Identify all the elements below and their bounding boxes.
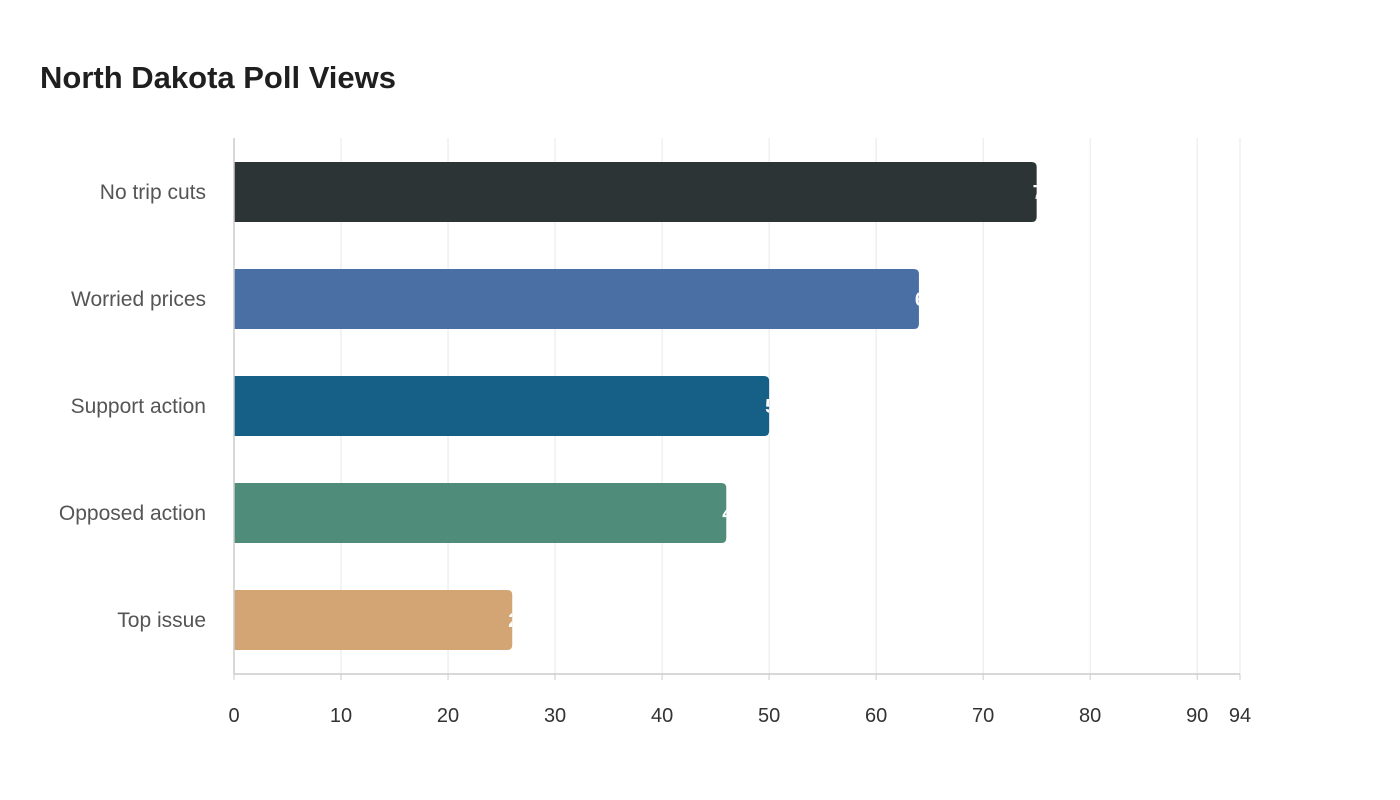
x-tick-label: 30 [544,705,566,727]
x-tick-label: 20 [437,705,459,727]
bar [234,376,770,436]
data-label: 26 [508,610,530,632]
x-tick-label: 0 [228,705,239,727]
x-tick-label: 90 [1186,705,1208,727]
x-tick-label: 60 [865,705,887,727]
category-label: Opposed action [59,502,206,525]
bar [234,590,513,650]
chart-title: North Dakota Poll Views [40,60,397,95]
bar [234,269,919,329]
axes [233,138,1241,680]
labels: 0 10 20 30 40 50 60 70 80 90 94 No trip cuts 75 Worri… [59,181,1251,727]
x-tick-label: 40 [651,705,673,727]
x-tick-label: 94 [1229,705,1251,727]
bar [234,483,727,543]
category-label: Support action [71,395,206,418]
x-tick-label: 80 [1079,705,1101,727]
bar [234,162,1037,222]
data-label: 50 [765,396,787,418]
x-tick-label: 70 [972,705,994,727]
data-label: 46 [722,503,744,525]
data-label: 64 [915,289,938,311]
x-tick-label: 50 [758,705,780,727]
bars [234,162,1037,650]
category-label: Worried prices [71,288,206,311]
data-label: 75 [1033,182,1055,204]
x-tick-label: 10 [330,705,352,727]
category-label: Top issue [117,609,206,632]
category-label: No trip cuts [100,181,206,204]
